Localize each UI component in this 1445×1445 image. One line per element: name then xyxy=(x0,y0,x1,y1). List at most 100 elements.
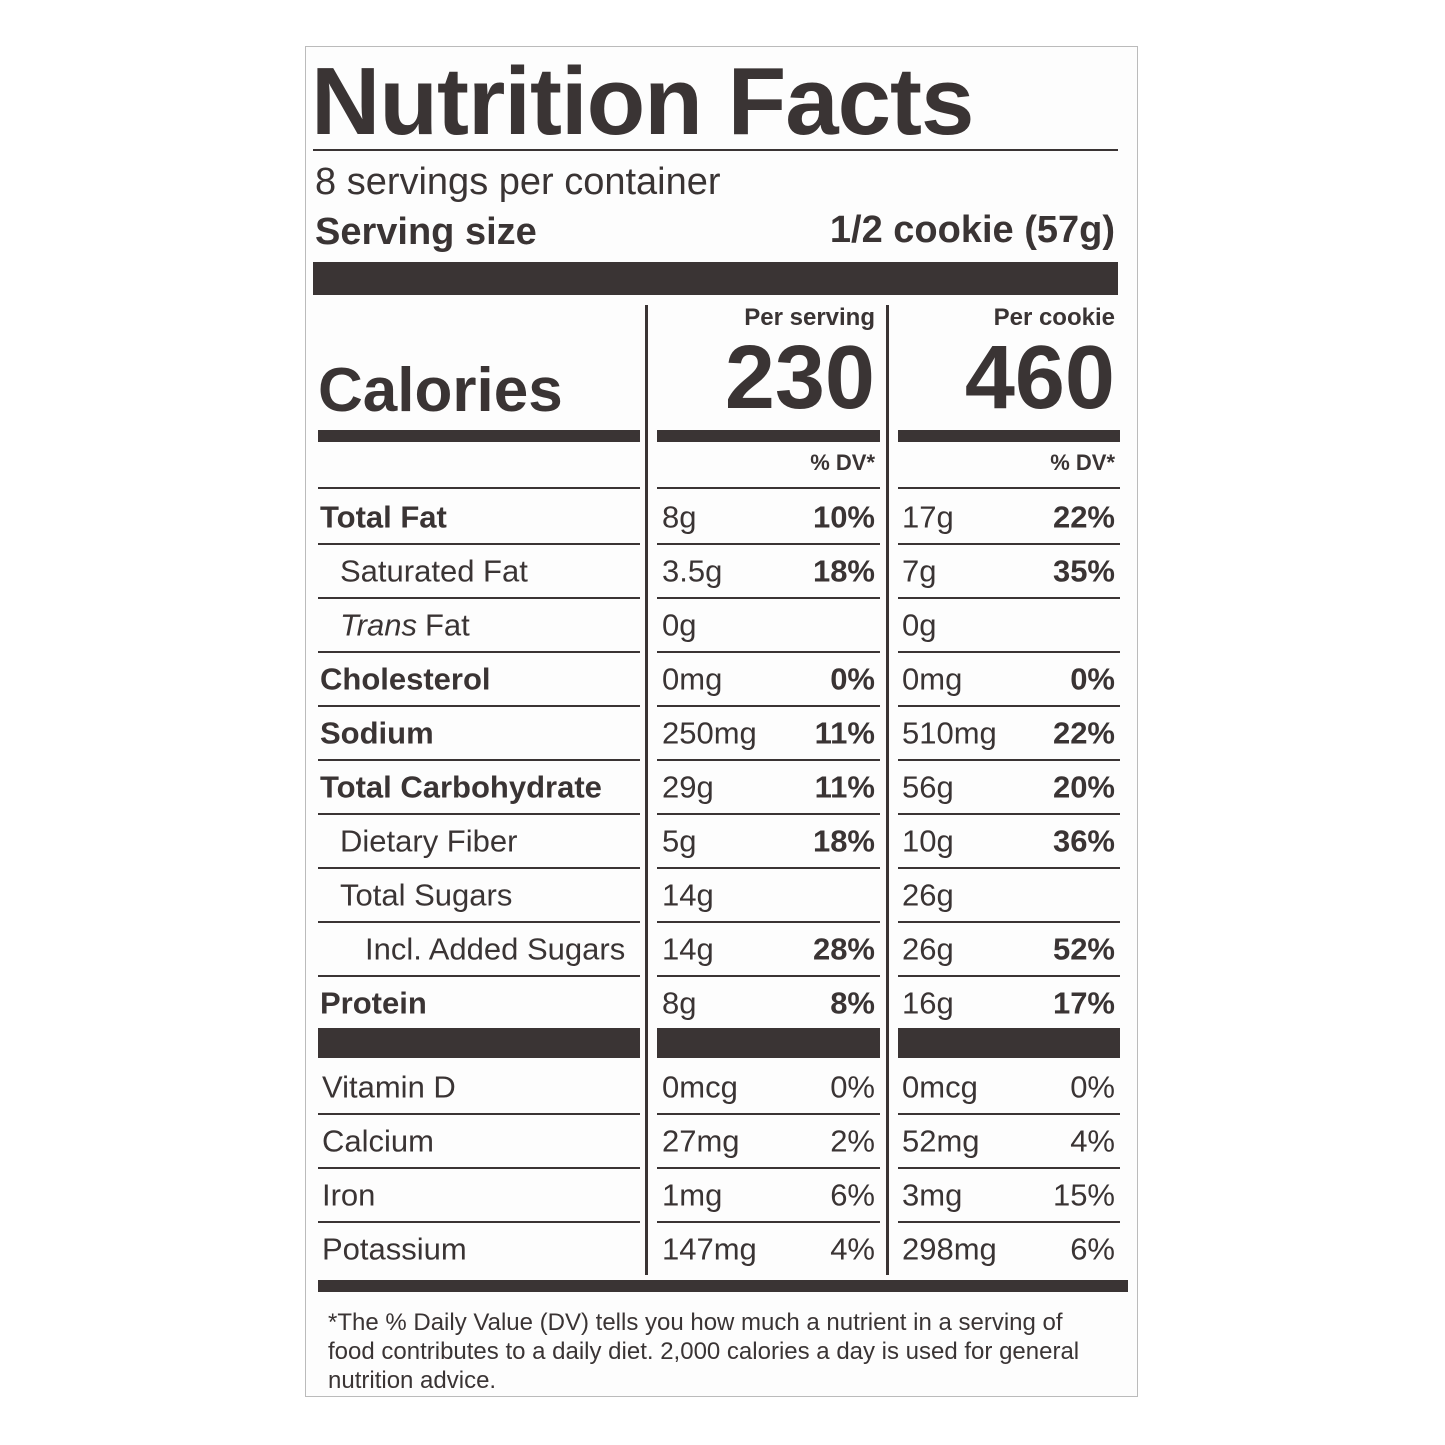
nutrient-name: Fat xyxy=(425,607,470,643)
rule xyxy=(898,543,1120,545)
daily-value: 22% xyxy=(1052,715,1115,751)
amount: 10g xyxy=(902,823,954,859)
rule xyxy=(318,1280,1128,1292)
title: Nutrition Facts xyxy=(311,48,974,155)
amount: 0g xyxy=(902,607,937,643)
daily-value: 2% xyxy=(830,1123,875,1159)
rule xyxy=(898,651,1120,653)
daily-value: 52% xyxy=(1052,931,1115,967)
amount: 29g xyxy=(662,769,714,805)
daily-value: 18% xyxy=(812,823,875,859)
rule xyxy=(657,487,880,489)
rule xyxy=(657,1113,880,1115)
rule xyxy=(898,975,1120,977)
rule xyxy=(657,1028,880,1058)
daily-value: 15% xyxy=(1052,1177,1115,1213)
daily-value: 36% xyxy=(1052,823,1115,859)
rule xyxy=(898,1028,1120,1058)
nutrient-name: Incl. Added Sugars xyxy=(365,931,626,967)
rule xyxy=(898,705,1120,707)
rule xyxy=(898,867,1120,869)
daily-value: 17% xyxy=(1052,985,1115,1021)
rule xyxy=(318,487,640,489)
nutrient-name: Potassium xyxy=(322,1231,467,1267)
rule xyxy=(318,921,640,923)
amount: 52mg xyxy=(902,1123,980,1159)
nutrient-name-italic: Trans xyxy=(340,607,417,643)
rule xyxy=(318,597,640,599)
rule xyxy=(657,867,880,869)
daily-value: 11% xyxy=(814,769,875,805)
rule xyxy=(318,543,640,545)
rule xyxy=(318,1167,640,1169)
rule xyxy=(898,1113,1120,1115)
amount: 14g xyxy=(662,877,714,913)
daily-value: 11% xyxy=(814,715,875,751)
servings: 8 servings per container xyxy=(315,161,721,203)
amount: 14g xyxy=(662,931,714,967)
rule xyxy=(318,1113,640,1115)
daily-value: 35% xyxy=(1052,553,1115,589)
rule xyxy=(898,921,1120,923)
amount: 0mg xyxy=(662,661,723,697)
column-header: Per serving xyxy=(744,304,875,331)
daily-value: 0% xyxy=(830,1069,875,1105)
amount: 3mg xyxy=(902,1177,963,1213)
calories-value: 230 xyxy=(724,328,875,428)
rule xyxy=(898,597,1120,599)
rule xyxy=(657,759,880,761)
nutrient-name: Dietary Fiber xyxy=(340,823,518,859)
rule xyxy=(657,1167,880,1169)
nutrient-name: Total Sugars xyxy=(340,877,513,913)
daily-value: 0% xyxy=(1070,661,1115,697)
rule xyxy=(657,597,880,599)
rule xyxy=(898,487,1120,489)
rule xyxy=(657,705,880,707)
daily-value: 0% xyxy=(830,661,875,697)
amount: 7g xyxy=(902,553,937,589)
rule xyxy=(318,1221,640,1223)
amount: 5g xyxy=(662,823,697,859)
rule xyxy=(318,430,640,442)
rule xyxy=(657,921,880,923)
daily-value: 10% xyxy=(812,499,875,535)
amount: 0g xyxy=(662,607,697,643)
nutrient-name: Sodium xyxy=(320,715,434,751)
amount: 26g xyxy=(902,931,954,967)
daily-value: 6% xyxy=(1070,1231,1115,1267)
rule xyxy=(318,867,640,869)
rule xyxy=(898,759,1120,761)
dv-header: % DV* xyxy=(1050,450,1115,475)
daily-value: 6% xyxy=(830,1177,875,1213)
rule xyxy=(657,543,880,545)
amount: 0mcg xyxy=(662,1069,738,1105)
nutrient-name: Vitamin D xyxy=(322,1069,456,1105)
daily-value: 18% xyxy=(812,553,875,589)
serving-size-label: Serving size xyxy=(315,211,537,253)
rule xyxy=(898,1221,1120,1223)
amount: 250mg xyxy=(662,715,757,751)
amount: 17g xyxy=(902,499,954,535)
rule xyxy=(318,1028,640,1058)
amount: 8g xyxy=(662,985,697,1021)
nutrient-name: Total Fat xyxy=(320,499,447,535)
rule xyxy=(898,430,1120,442)
rule xyxy=(886,305,889,1275)
nutrient-name: Saturated Fat xyxy=(340,553,528,589)
amount: 8g xyxy=(662,499,697,535)
rule xyxy=(657,430,880,442)
rule xyxy=(657,1221,880,1223)
dv-header: % DV* xyxy=(810,450,875,475)
rule xyxy=(318,705,640,707)
amount: 26g xyxy=(902,877,954,913)
rule xyxy=(318,813,640,815)
rule xyxy=(313,262,1118,295)
nutrient-name: Total Carbohydrate xyxy=(320,769,602,805)
amount: 27mg xyxy=(662,1123,740,1159)
rule xyxy=(898,1167,1120,1169)
daily-value: 4% xyxy=(1070,1123,1115,1159)
calories-value: 460 xyxy=(964,328,1115,428)
amount: 0mcg xyxy=(902,1069,978,1105)
amount: 56g xyxy=(902,769,954,805)
